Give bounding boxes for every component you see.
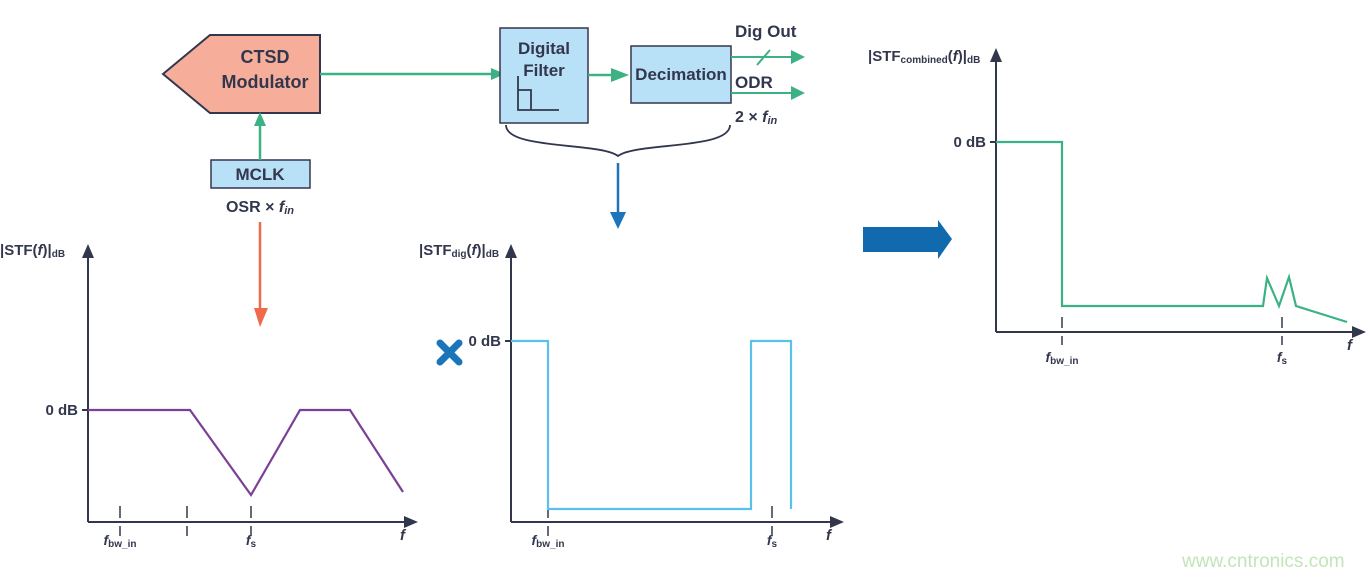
svg-text:Digital: Digital [518,39,570,58]
svg-text:Decimation: Decimation [635,65,727,84]
svg-text:www.cntronics.com: www.cntronics.com [1181,551,1345,572]
svg-text:MCLK: MCLK [235,165,285,184]
svg-text:0 dB: 0 dB [468,333,501,350]
svg-text:Modulator: Modulator [222,72,309,92]
svg-text:OSR × fin: OSR × fin [226,199,294,217]
svg-text:Filter: Filter [523,61,565,80]
svg-text:0 dB: 0 dB [45,402,78,419]
svg-text:CTSD: CTSD [241,47,290,67]
svg-text:ODR: ODR [735,73,773,92]
svg-text:Dig Out: Dig Out [735,22,797,41]
svg-text:0 dB: 0 dB [953,134,986,151]
